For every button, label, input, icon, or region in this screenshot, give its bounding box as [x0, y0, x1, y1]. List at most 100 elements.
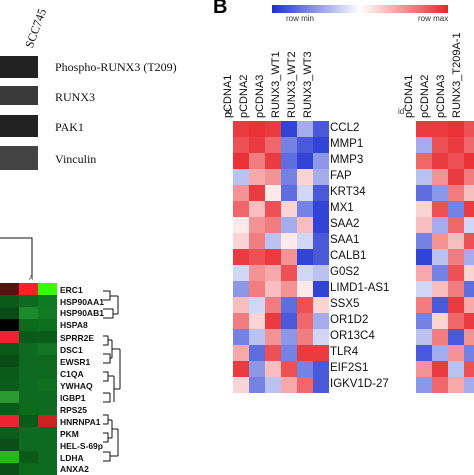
column-header: RUNX3_WT1	[270, 51, 282, 118]
gene-b-2: MMP3	[330, 154, 364, 166]
heatmap-cell	[0, 391, 19, 403]
column-header: pCDNA3	[254, 74, 266, 118]
heatmap-cell	[265, 121, 281, 137]
heatmap-cell	[448, 265, 464, 281]
blot-label-phospho: Phospho-RUNX3 (T209)	[55, 60, 177, 74]
heatmap-cell	[432, 281, 448, 297]
gene-a-3: HSPA8	[60, 320, 88, 330]
heatmap-cell	[313, 201, 329, 217]
heatmap-cell	[313, 281, 329, 297]
heatmap-cell	[0, 307, 19, 319]
heatmap-cell	[313, 153, 329, 169]
heatmap-cell	[416, 169, 432, 185]
heatmap-cell	[0, 331, 19, 343]
heatmap-cell	[297, 233, 313, 249]
id-label-1: id	[226, 107, 233, 116]
heatmap-cell	[448, 249, 464, 265]
heatmap-cell	[416, 121, 432, 137]
heatmap-cell	[0, 343, 19, 355]
gene-a-0: ERC1	[60, 285, 83, 295]
heatmap-cell	[448, 329, 464, 345]
blot-band-phospho-runx3	[0, 56, 38, 78]
heatmap-cell	[19, 439, 38, 451]
gene-a-11: HNRNPA1	[60, 417, 101, 427]
gene-a-4: SPRR2E	[60, 333, 95, 343]
heatmap-cell	[249, 265, 265, 281]
heatmap-cell	[281, 281, 297, 297]
heatmap-cell	[38, 319, 57, 331]
heatmap-cell	[313, 297, 329, 313]
heatmap-cell	[0, 379, 19, 391]
heatmap-cell	[448, 153, 464, 169]
gene-a-5: DSC1	[60, 345, 83, 355]
heatmap-cell	[297, 313, 313, 329]
heatmap-cell	[0, 355, 19, 367]
heatmap-cell	[0, 463, 19, 475]
heatmap-cell	[464, 201, 474, 217]
gene-b-11: SSX5	[330, 298, 360, 310]
heatmap-cell	[233, 329, 249, 345]
heatmap-cell	[313, 121, 329, 137]
heatmap-cell	[464, 185, 474, 201]
gene-a-12: PKM	[60, 429, 79, 439]
heatmap-cell	[416, 361, 432, 377]
heatmap-cell	[0, 319, 19, 331]
heatmap-cell	[265, 169, 281, 185]
heatmap-cell	[416, 153, 432, 169]
heatmap-cell	[313, 137, 329, 153]
heatmap-cell	[38, 307, 57, 319]
heatmap-cell	[432, 201, 448, 217]
heatmap-cell	[19, 451, 38, 463]
heatmap-cell	[416, 297, 432, 313]
heatmap-cell	[432, 217, 448, 233]
heatmap-cell	[464, 329, 474, 345]
heatmap-cell	[432, 297, 448, 313]
heatmap-cell	[38, 439, 57, 451]
column-header: RUNX3_WT2	[286, 51, 298, 118]
gene-b-13: OR13C4	[330, 330, 375, 342]
heatmap-cell	[448, 137, 464, 153]
heatmap-cell	[448, 345, 464, 361]
blot-band-vinculin	[0, 146, 38, 170]
id-label-2: id	[398, 107, 405, 116]
heatmap-cell	[249, 281, 265, 297]
gene-a-10: RPS25	[60, 405, 87, 415]
heatmap-cell	[416, 281, 432, 297]
heatmap-cell	[448, 297, 464, 313]
heatmap-cell	[265, 137, 281, 153]
heatmap-cell	[297, 185, 313, 201]
heatmap-cell	[297, 249, 313, 265]
heatmap-cell	[265, 153, 281, 169]
gene-b-5: MX1	[330, 202, 354, 214]
blot-band-runx3	[0, 86, 38, 105]
heatmap-cell	[297, 361, 313, 377]
heatmap-cell	[19, 415, 38, 427]
heatmap-cell	[464, 265, 474, 281]
heatmap-cell	[265, 329, 281, 345]
heatmap-cell	[233, 201, 249, 217]
heatmap-cell	[464, 153, 474, 169]
heatmap-cell	[281, 297, 297, 313]
heatmap-cell	[281, 201, 297, 217]
heatmap-cell	[265, 361, 281, 377]
heatmap-cell	[38, 343, 57, 355]
heatmap-cell	[19, 307, 38, 319]
heatmap-cell	[432, 345, 448, 361]
panel-letter-b: B	[213, 0, 228, 18]
column-header: pCDNA3	[435, 74, 447, 118]
heatmap-cell	[19, 319, 38, 331]
gene-a-8: YWHAQ	[60, 381, 93, 391]
heatmap-cell	[38, 403, 57, 415]
heatmap-cell	[265, 377, 281, 393]
gene-a-9: IGBP1	[60, 393, 86, 403]
heatmap-cell	[432, 249, 448, 265]
heatmap-cell	[265, 345, 281, 361]
dendro-marker: A	[29, 276, 34, 282]
heatmap-cell	[297, 153, 313, 169]
heatmap-cell	[448, 201, 464, 217]
heatmap-cell	[38, 367, 57, 379]
heatmap-cell	[432, 169, 448, 185]
gene-a-1: HSP90AA1	[60, 297, 104, 307]
heatmap-cell	[464, 121, 474, 137]
heatmap-cell	[249, 153, 265, 169]
